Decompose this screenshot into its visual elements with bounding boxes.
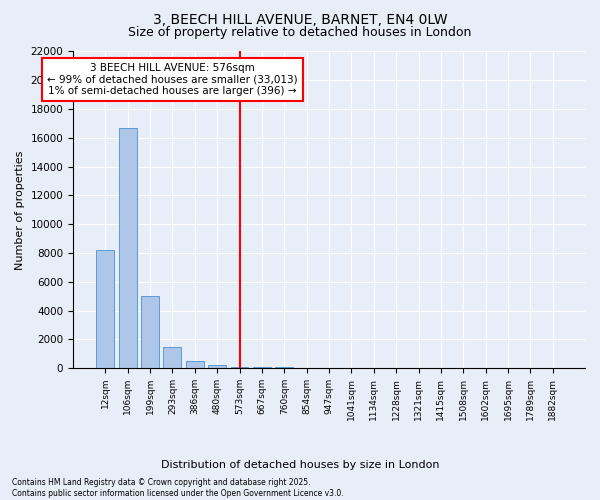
Bar <box>163 346 181 368</box>
Text: Size of property relative to detached houses in London: Size of property relative to detached ho… <box>128 26 472 39</box>
Text: 3 BEECH HILL AVENUE: 576sqm
← 99% of detached houses are smaller (33,013)
1% of : 3 BEECH HILL AVENUE: 576sqm ← 99% of det… <box>47 63 298 96</box>
Text: 3, BEECH HILL AVENUE, BARNET, EN4 0LW: 3, BEECH HILL AVENUE, BARNET, EN4 0LW <box>152 12 448 26</box>
Bar <box>186 361 204 368</box>
Bar <box>119 128 137 368</box>
Text: Contains HM Land Registry data © Crown copyright and database right 2025.
Contai: Contains HM Land Registry data © Crown c… <box>12 478 344 498</box>
Text: Distribution of detached houses by size in London: Distribution of detached houses by size … <box>161 460 439 470</box>
Bar <box>96 250 114 368</box>
Bar <box>230 366 248 368</box>
Bar <box>208 364 226 368</box>
Bar <box>141 296 159 368</box>
Y-axis label: Number of properties: Number of properties <box>15 150 25 270</box>
Bar <box>253 367 271 368</box>
